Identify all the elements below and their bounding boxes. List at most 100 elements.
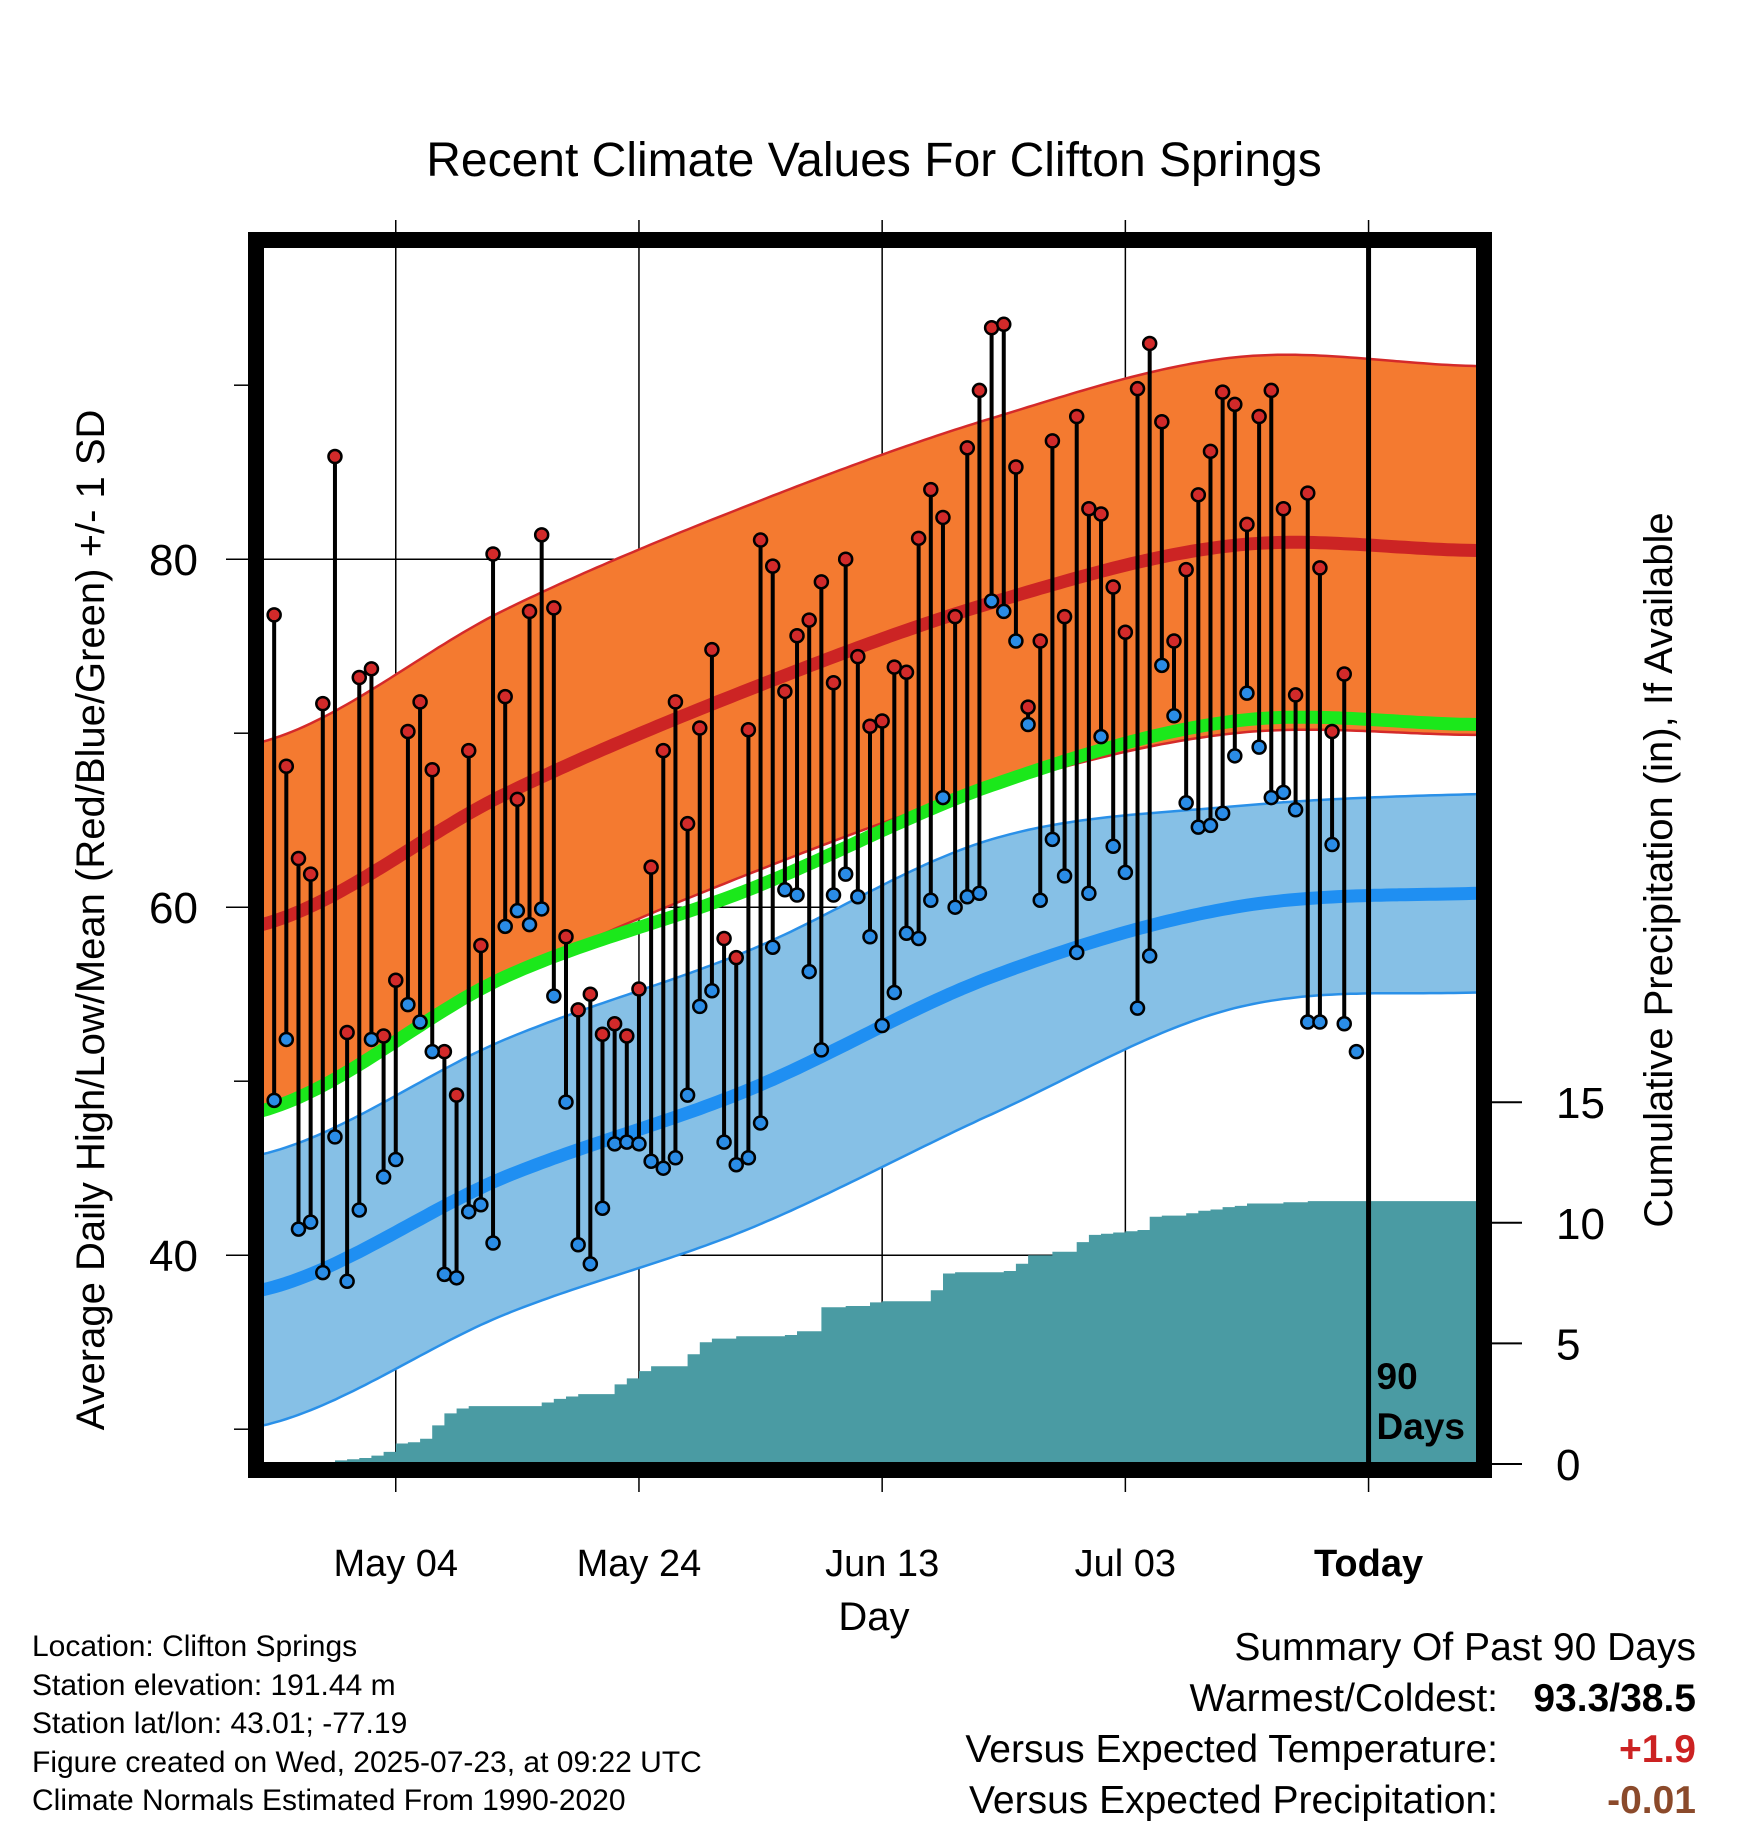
y2-tick-label: 10 [1556,1200,1605,1249]
low-point [850,889,866,905]
high-point [473,937,489,954]
high-point [521,603,538,620]
low-point [1214,805,1231,821]
low-point [521,916,538,933]
low-sd-band [262,794,1478,1426]
low-point [278,1031,295,1048]
low-point [1239,685,1255,701]
high-point [692,720,708,736]
summary-panel: Summary Of Past 90 Days Warmest/Coldest:… [965,1622,1696,1826]
location-text: Location: Clifton Springs [32,1630,358,1663]
high-point [959,440,976,456]
period-label-unit: Days [1377,1406,1465,1447]
high-point [1020,699,1036,715]
low-point [923,892,939,908]
normal-low-line [262,886,1478,1297]
low-point [910,930,927,947]
low-point [582,1256,599,1272]
high-point [1154,413,1170,430]
high-point [1336,666,1352,682]
high-point [728,949,744,966]
low-point [339,1273,355,1290]
summary-title: Summary Of Past 90 Days [1234,1626,1696,1669]
low-point [533,901,550,917]
low-point [1190,819,1207,835]
low-point [862,929,878,945]
high-point [460,742,477,759]
y-tick-label: 80 [149,536,198,585]
high-point [923,481,939,498]
low-point [1227,748,1243,764]
high-point [752,532,769,548]
low-point [740,1150,757,1166]
high-point [716,930,732,947]
low-point [1044,831,1061,848]
high-point [570,1002,586,1018]
low-point [1117,864,1134,881]
low-point [363,1031,380,1048]
high-point [1117,624,1134,641]
high-point [1056,608,1073,625]
low-point [1129,1000,1146,1016]
low-point [619,1134,635,1150]
low-point [1081,885,1097,902]
latlon-text: Station lat/lon: 43.01; -77.19 [32,1707,408,1740]
high-point [339,1024,355,1041]
low-point [266,1092,282,1109]
low-point [460,1203,477,1220]
low-point [424,1043,440,1060]
high-point [327,448,343,465]
high-point [631,981,647,997]
high-point [533,527,550,543]
low-point [509,902,526,919]
high-point [290,850,307,867]
high-point [1202,443,1219,460]
low-point [1068,944,1085,961]
high-point [1239,516,1255,533]
low-point [546,988,562,1004]
high-point [801,612,817,628]
low-point [400,996,416,1013]
high-point [947,608,963,625]
high-point [1300,485,1316,501]
low-point [996,603,1012,620]
low-point [327,1129,343,1145]
low-point [351,1202,368,1218]
low-point [983,593,1000,609]
warmest-coldest-value: 93.3/38.5 [1533,1677,1696,1720]
elevation-text: Station elevation: 191.44 m [32,1668,396,1702]
high-point [1312,560,1328,576]
high-point [497,688,513,705]
low-point [594,1200,611,1216]
low-point [485,1235,501,1251]
high-point [1093,506,1109,522]
x-tick-label: May 04 [333,1543,458,1585]
high-point [996,316,1012,333]
precip-anomaly-label: Versus Expected Precipitation: [969,1779,1498,1822]
high-point [266,607,282,623]
high-point [764,558,781,574]
low-point [947,899,963,915]
low-point [874,1017,890,1034]
low-point [570,1237,586,1253]
high-point [388,972,404,989]
low-point [1275,784,1292,801]
high-point [1129,380,1146,397]
high-point [302,866,319,882]
low-point [667,1150,684,1166]
high-point [1044,433,1061,449]
high-point [278,758,295,775]
chart-title: Recent Climate Values For Clifton Spring… [426,134,1321,187]
low-point [813,1042,830,1058]
low-point [1251,739,1267,755]
low-point [704,982,720,999]
high-point [1251,408,1267,425]
high-point [1214,384,1231,400]
high-point [509,791,526,808]
warmest-coldest-label: Warmest/Coldest: [1189,1677,1498,1720]
high-point [558,929,574,945]
low-point [606,1136,623,1152]
created-text: Figure created on Wed, 2025-07-23, at 09… [32,1745,702,1779]
high-point [667,694,684,710]
